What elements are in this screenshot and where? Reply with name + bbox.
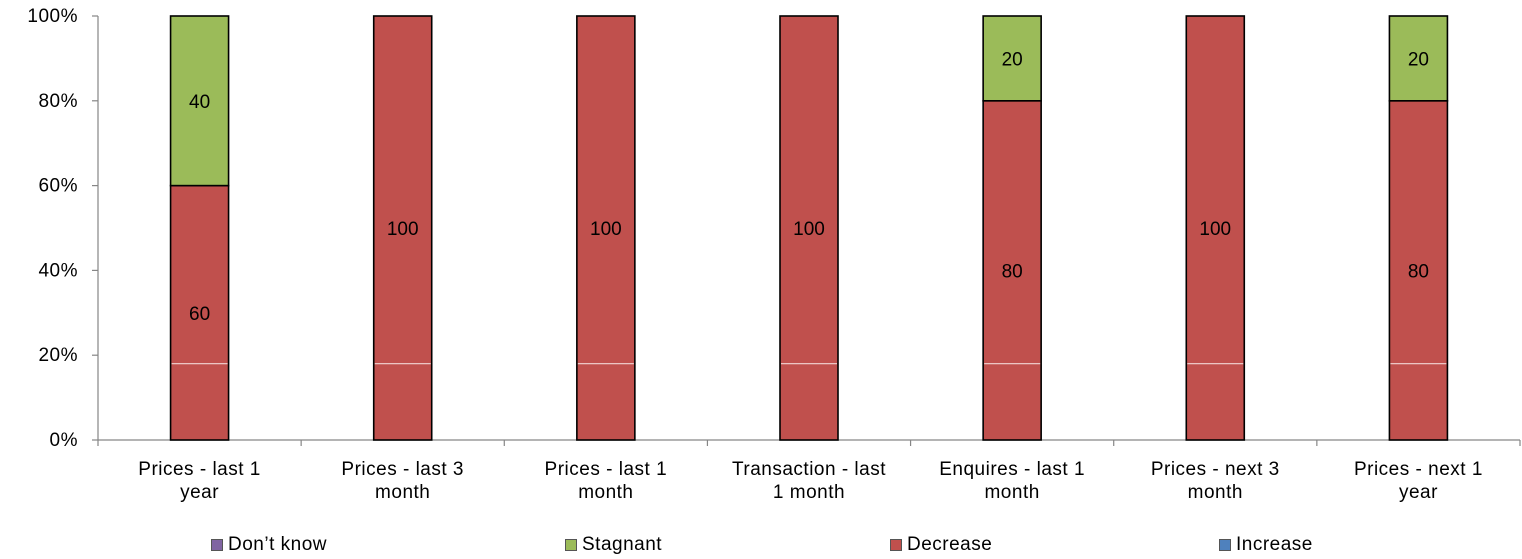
bar-segment xyxy=(576,15,636,441)
y-tick-label: 60% xyxy=(38,176,78,197)
legend-item: Stagnant xyxy=(565,534,662,556)
data-label: 20 xyxy=(1408,49,1429,70)
bar-segment xyxy=(372,15,433,441)
y-tick-label: 100% xyxy=(27,6,78,27)
legend-swatch xyxy=(890,539,902,551)
stacked-bar-chart: 0% 20% 40% 60% 80% 100% 60 40 100 100 100 80 20 100 8… xyxy=(27,6,1521,503)
legend-label: Increase xyxy=(1236,534,1313,555)
x-tick-label: Prices - last 3 month xyxy=(341,459,464,503)
data-label: 80 xyxy=(1408,261,1429,282)
x-tick-label: Prices - last 1 year xyxy=(138,459,261,503)
bar-segment xyxy=(1388,100,1449,441)
data-label: 80 xyxy=(1002,261,1023,282)
y-tick-label: 80% xyxy=(38,91,78,112)
y-tick-label: 40% xyxy=(38,260,78,281)
legend-swatch xyxy=(211,539,223,551)
legend-item: Increase xyxy=(1219,534,1313,556)
data-label: 100 xyxy=(793,219,825,240)
data-label: 100 xyxy=(1199,219,1231,240)
bar-segment xyxy=(779,15,839,441)
x-tick-label: Prices - next 1 year xyxy=(1354,459,1483,503)
legend-item: Don’t know xyxy=(211,534,327,556)
data-label: 100 xyxy=(387,219,419,240)
legend-label: Don’t know xyxy=(228,534,327,555)
x-tick-label: Transaction - last 1 month xyxy=(732,459,886,503)
bar-segment xyxy=(169,15,230,187)
bar-segment xyxy=(982,15,1042,102)
x-tick-label: Prices - last 1 month xyxy=(545,459,668,503)
legend: Don’t know Stagnant Decrease Increase xyxy=(0,532,1522,558)
bar-segment xyxy=(169,184,230,441)
y-tick-label: 0% xyxy=(50,430,78,451)
data-label: 100 xyxy=(590,219,622,240)
y-axis: 0% 20% 40% 60% 80% 100% xyxy=(27,6,99,451)
data-label: 60 xyxy=(189,304,210,325)
data-label: 40 xyxy=(189,92,210,113)
x-axis-labels: Prices - last 1 year Prices - last 3 month P… xyxy=(138,459,1483,503)
bar-segment xyxy=(1185,15,1246,441)
legend-swatch xyxy=(1219,539,1231,551)
legend-swatch xyxy=(565,539,577,551)
legend-label: Decrease xyxy=(907,534,993,555)
data-labels: 60 40 100 100 100 80 20 100 80 20 xyxy=(189,49,1429,324)
data-label: 20 xyxy=(1002,49,1023,70)
x-tick-label: Prices - next 3 month xyxy=(1151,459,1280,503)
x-axis xyxy=(97,439,1521,446)
legend-item: Decrease xyxy=(890,534,992,556)
y-tick-label: 20% xyxy=(38,345,78,366)
bar-segment xyxy=(982,100,1042,441)
bars xyxy=(169,15,1449,441)
legend-label: Stagnant xyxy=(582,534,663,555)
bar-segment xyxy=(1388,15,1449,102)
x-tick-label: Enquires - last 1 month xyxy=(939,459,1085,503)
